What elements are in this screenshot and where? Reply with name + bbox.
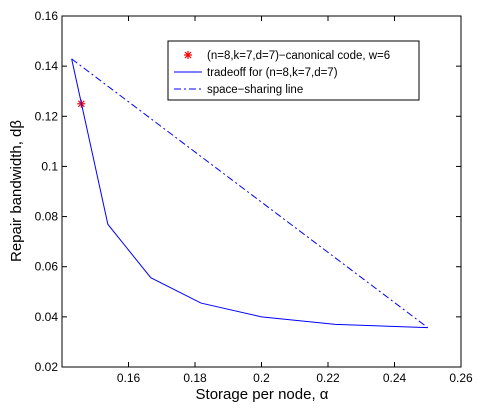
x-tick-label: 0.24 [383,371,407,385]
legend-label: (n=8,k=7,d=7)−canonical code, w=6 [207,50,390,62]
x-tick-label: 0.22 [316,371,340,385]
y-tick-label: 0.14 [35,59,59,73]
space-sharing-line [71,58,429,329]
legend: (n=8,k=7,d=7)−canonical code, w=6 tradeof… [167,40,420,101]
axis-ticks: 0.16 0.18 0.2 0.22 0.24 0.26 0.02 0.04 0.06 0.08 0… [35,9,473,385]
y-tick-label: 0.02 [35,360,59,374]
y-tick-label: 0.08 [35,210,59,224]
legend-label: space−sharing line [207,84,303,96]
x-tick-label: 0.18 [183,371,207,385]
y-tick-label: 0.1 [41,159,58,173]
legend-label: tradeoff for (n=8,k=7,d=7) [207,67,338,79]
legend-box [167,40,420,101]
series-layer [71,58,429,329]
x-axis-label: Storage per node, α [196,386,329,403]
x-tick-label: 0.26 [449,371,473,385]
y-tick-label: 0.06 [35,260,59,274]
legend-swatch-marker-stroke [184,51,192,59]
legend-swatch-marker [184,51,192,59]
y-tick-label: 0.16 [35,9,59,23]
y-tick-label: 0.04 [35,310,59,324]
tradeoff-line [71,58,428,329]
x-tick-label: 0.2 [253,371,270,385]
y-tick-label: 0.12 [35,109,59,123]
y-axis-label: Repair bandwidth, dβ [8,120,25,262]
x-tick-label: 0.16 [117,371,141,385]
